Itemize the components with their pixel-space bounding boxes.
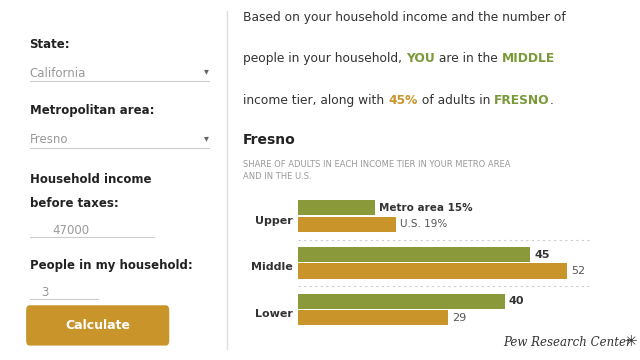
Text: Based on your household income and the number of: Based on your household income and the n…	[243, 11, 566, 24]
Text: U.S. 19%: U.S. 19%	[400, 219, 447, 229]
Bar	[298, 310, 447, 325]
Text: ▾: ▾	[204, 67, 209, 77]
Text: 45%: 45%	[388, 94, 417, 107]
Text: Fresno: Fresno	[243, 133, 296, 147]
Text: 3: 3	[41, 286, 48, 299]
Bar	[298, 294, 504, 309]
Bar	[298, 247, 531, 262]
Text: California: California	[29, 67, 86, 80]
Bar	[298, 264, 566, 279]
Text: ✳: ✳	[620, 334, 638, 350]
Text: 52: 52	[571, 266, 585, 276]
Text: are in the: are in the	[435, 53, 502, 66]
Text: before taxes:: before taxes:	[29, 197, 118, 210]
FancyBboxPatch shape	[26, 305, 169, 346]
Text: 29: 29	[452, 313, 466, 323]
Text: 40: 40	[509, 296, 524, 306]
Text: of adults in: of adults in	[417, 94, 494, 107]
Bar	[298, 200, 375, 215]
Text: .: .	[550, 94, 554, 107]
Text: ▾: ▾	[204, 133, 209, 143]
Text: Household income: Household income	[29, 173, 151, 186]
Text: income tier, along with: income tier, along with	[243, 94, 388, 107]
Text: Pew Research Center: Pew Research Center	[503, 336, 632, 348]
Text: Upper: Upper	[255, 216, 292, 226]
Text: Metro area 15%: Metro area 15%	[380, 203, 473, 213]
Bar	[298, 217, 396, 232]
Text: FRESNO: FRESNO	[494, 94, 550, 107]
Text: Middle: Middle	[251, 262, 292, 272]
Text: SHARE OF ADULTS IN EACH INCOME TIER IN YOUR METRO AREA
AND IN THE U.S.: SHARE OF ADULTS IN EACH INCOME TIER IN Y…	[243, 160, 511, 181]
Text: Fresno: Fresno	[29, 133, 68, 146]
Text: Calculate: Calculate	[65, 319, 130, 332]
Text: 45: 45	[534, 249, 550, 260]
Text: People in my household:: People in my household:	[29, 259, 192, 272]
Text: MIDDLE: MIDDLE	[502, 53, 555, 66]
Text: Metropolitan area:: Metropolitan area:	[29, 104, 154, 117]
Text: State:: State:	[29, 38, 70, 51]
Text: 47000: 47000	[52, 224, 90, 237]
Text: people in your household,: people in your household,	[243, 53, 406, 66]
Text: YOU: YOU	[406, 53, 435, 66]
Text: Lower: Lower	[255, 309, 292, 319]
